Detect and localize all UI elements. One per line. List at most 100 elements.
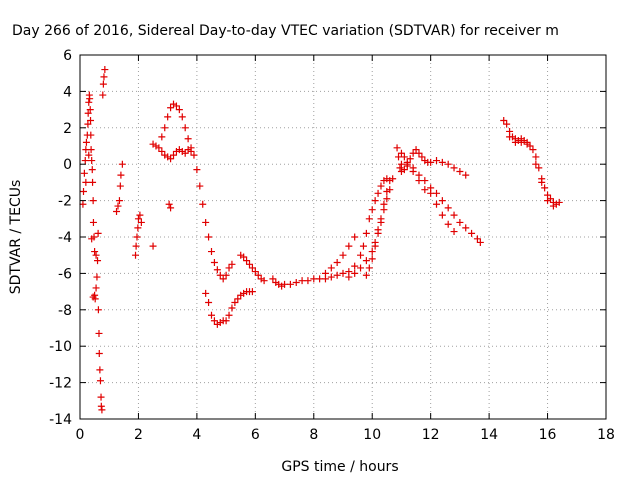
- data-point: [97, 393, 105, 401]
- data-point: [93, 273, 101, 281]
- data-point: [213, 266, 221, 274]
- data-point: [210, 317, 218, 325]
- y-tick-label: -10: [49, 339, 72, 355]
- data-point: [433, 200, 441, 208]
- data-point: [155, 144, 163, 152]
- data-point: [113, 208, 121, 216]
- data-point: [89, 218, 97, 226]
- data-point: [333, 271, 341, 279]
- data-point: [409, 149, 417, 157]
- data-point: [396, 164, 404, 172]
- data-point: [87, 131, 95, 139]
- data-point: [82, 138, 90, 146]
- data-point: [82, 178, 90, 186]
- y-tick-label: -8: [58, 303, 72, 319]
- data-point: [167, 155, 175, 163]
- data-point: [374, 189, 382, 197]
- data-point: [184, 135, 192, 143]
- data-point: [371, 242, 379, 250]
- data-point: [333, 258, 341, 266]
- x-tick-label: 12: [422, 427, 440, 443]
- data-point: [377, 218, 385, 226]
- data-point: [406, 155, 414, 163]
- data-point: [248, 288, 256, 296]
- data-point: [438, 197, 446, 205]
- data-point: [80, 169, 88, 177]
- data-point: [205, 299, 213, 307]
- y-axis-label: SDTVAR / TECUs: [8, 180, 24, 295]
- data-point: [132, 242, 140, 250]
- x-tick-label: 4: [192, 427, 201, 443]
- data-point: [205, 233, 213, 241]
- data-point: [362, 257, 370, 265]
- data-point: [199, 200, 207, 208]
- data-point: [91, 248, 99, 256]
- data-point: [538, 178, 546, 186]
- data-point: [85, 98, 93, 106]
- y-tick-label: -6: [58, 266, 72, 282]
- data-point: [500, 117, 508, 125]
- data-point: [225, 264, 233, 272]
- x-tick-label: 16: [539, 427, 557, 443]
- data-point: [418, 153, 426, 161]
- data-point: [374, 229, 382, 237]
- data-point: [85, 151, 93, 159]
- data-point: [450, 211, 458, 219]
- y-tick-label: 6: [63, 48, 72, 64]
- data-point: [187, 144, 195, 152]
- data-points: [79, 66, 563, 414]
- data-point: [529, 146, 537, 154]
- y-tick-label: -14: [49, 412, 72, 428]
- data-point: [202, 289, 210, 297]
- data-point: [196, 182, 204, 190]
- series-segment-2.5h-6h: [149, 100, 268, 328]
- data-point: [345, 242, 353, 250]
- data-point: [99, 91, 107, 99]
- data-point: [98, 406, 106, 414]
- data-point: [84, 109, 92, 117]
- x-axis-label: GPS time / hours: [281, 459, 398, 475]
- data-point: [383, 195, 391, 203]
- data-point: [243, 257, 251, 265]
- data-point: [134, 224, 142, 232]
- data-point: [327, 273, 335, 281]
- series-segment-early-spikes: [79, 66, 109, 414]
- data-point: [549, 202, 557, 210]
- data-point: [281, 280, 289, 288]
- data-point: [260, 277, 268, 285]
- data-point: [181, 149, 189, 157]
- data-point: [251, 268, 259, 276]
- data-point: [134, 215, 142, 223]
- x-tick-label: 18: [597, 427, 615, 443]
- x-tick-label: 10: [363, 427, 381, 443]
- data-point: [89, 197, 97, 205]
- data-point: [136, 211, 144, 219]
- data-point: [117, 171, 125, 179]
- data-point: [409, 167, 417, 175]
- data-point: [94, 257, 102, 265]
- data-point: [400, 166, 408, 174]
- data-point: [89, 293, 97, 301]
- data-point: [456, 167, 464, 175]
- data-point: [161, 124, 169, 132]
- y-tick-label: -4: [58, 230, 72, 246]
- y-tick-label: 4: [63, 84, 72, 100]
- data-point: [327, 264, 335, 272]
- data-point: [208, 311, 215, 319]
- data-point: [164, 113, 172, 121]
- data-point: [351, 233, 359, 241]
- data-point: [137, 218, 145, 226]
- data-point: [473, 235, 481, 243]
- data-point: [368, 248, 376, 256]
- data-point: [234, 295, 242, 303]
- data-point: [380, 206, 388, 214]
- data-point: [339, 269, 347, 277]
- x-tick-label: 8: [309, 427, 318, 443]
- data-point: [397, 160, 405, 168]
- data-point: [158, 133, 166, 141]
- data-point: [240, 253, 248, 261]
- data-point: [456, 218, 464, 226]
- plot-frame: [79, 54, 607, 420]
- data-point: [167, 204, 175, 212]
- data-point: [357, 251, 365, 259]
